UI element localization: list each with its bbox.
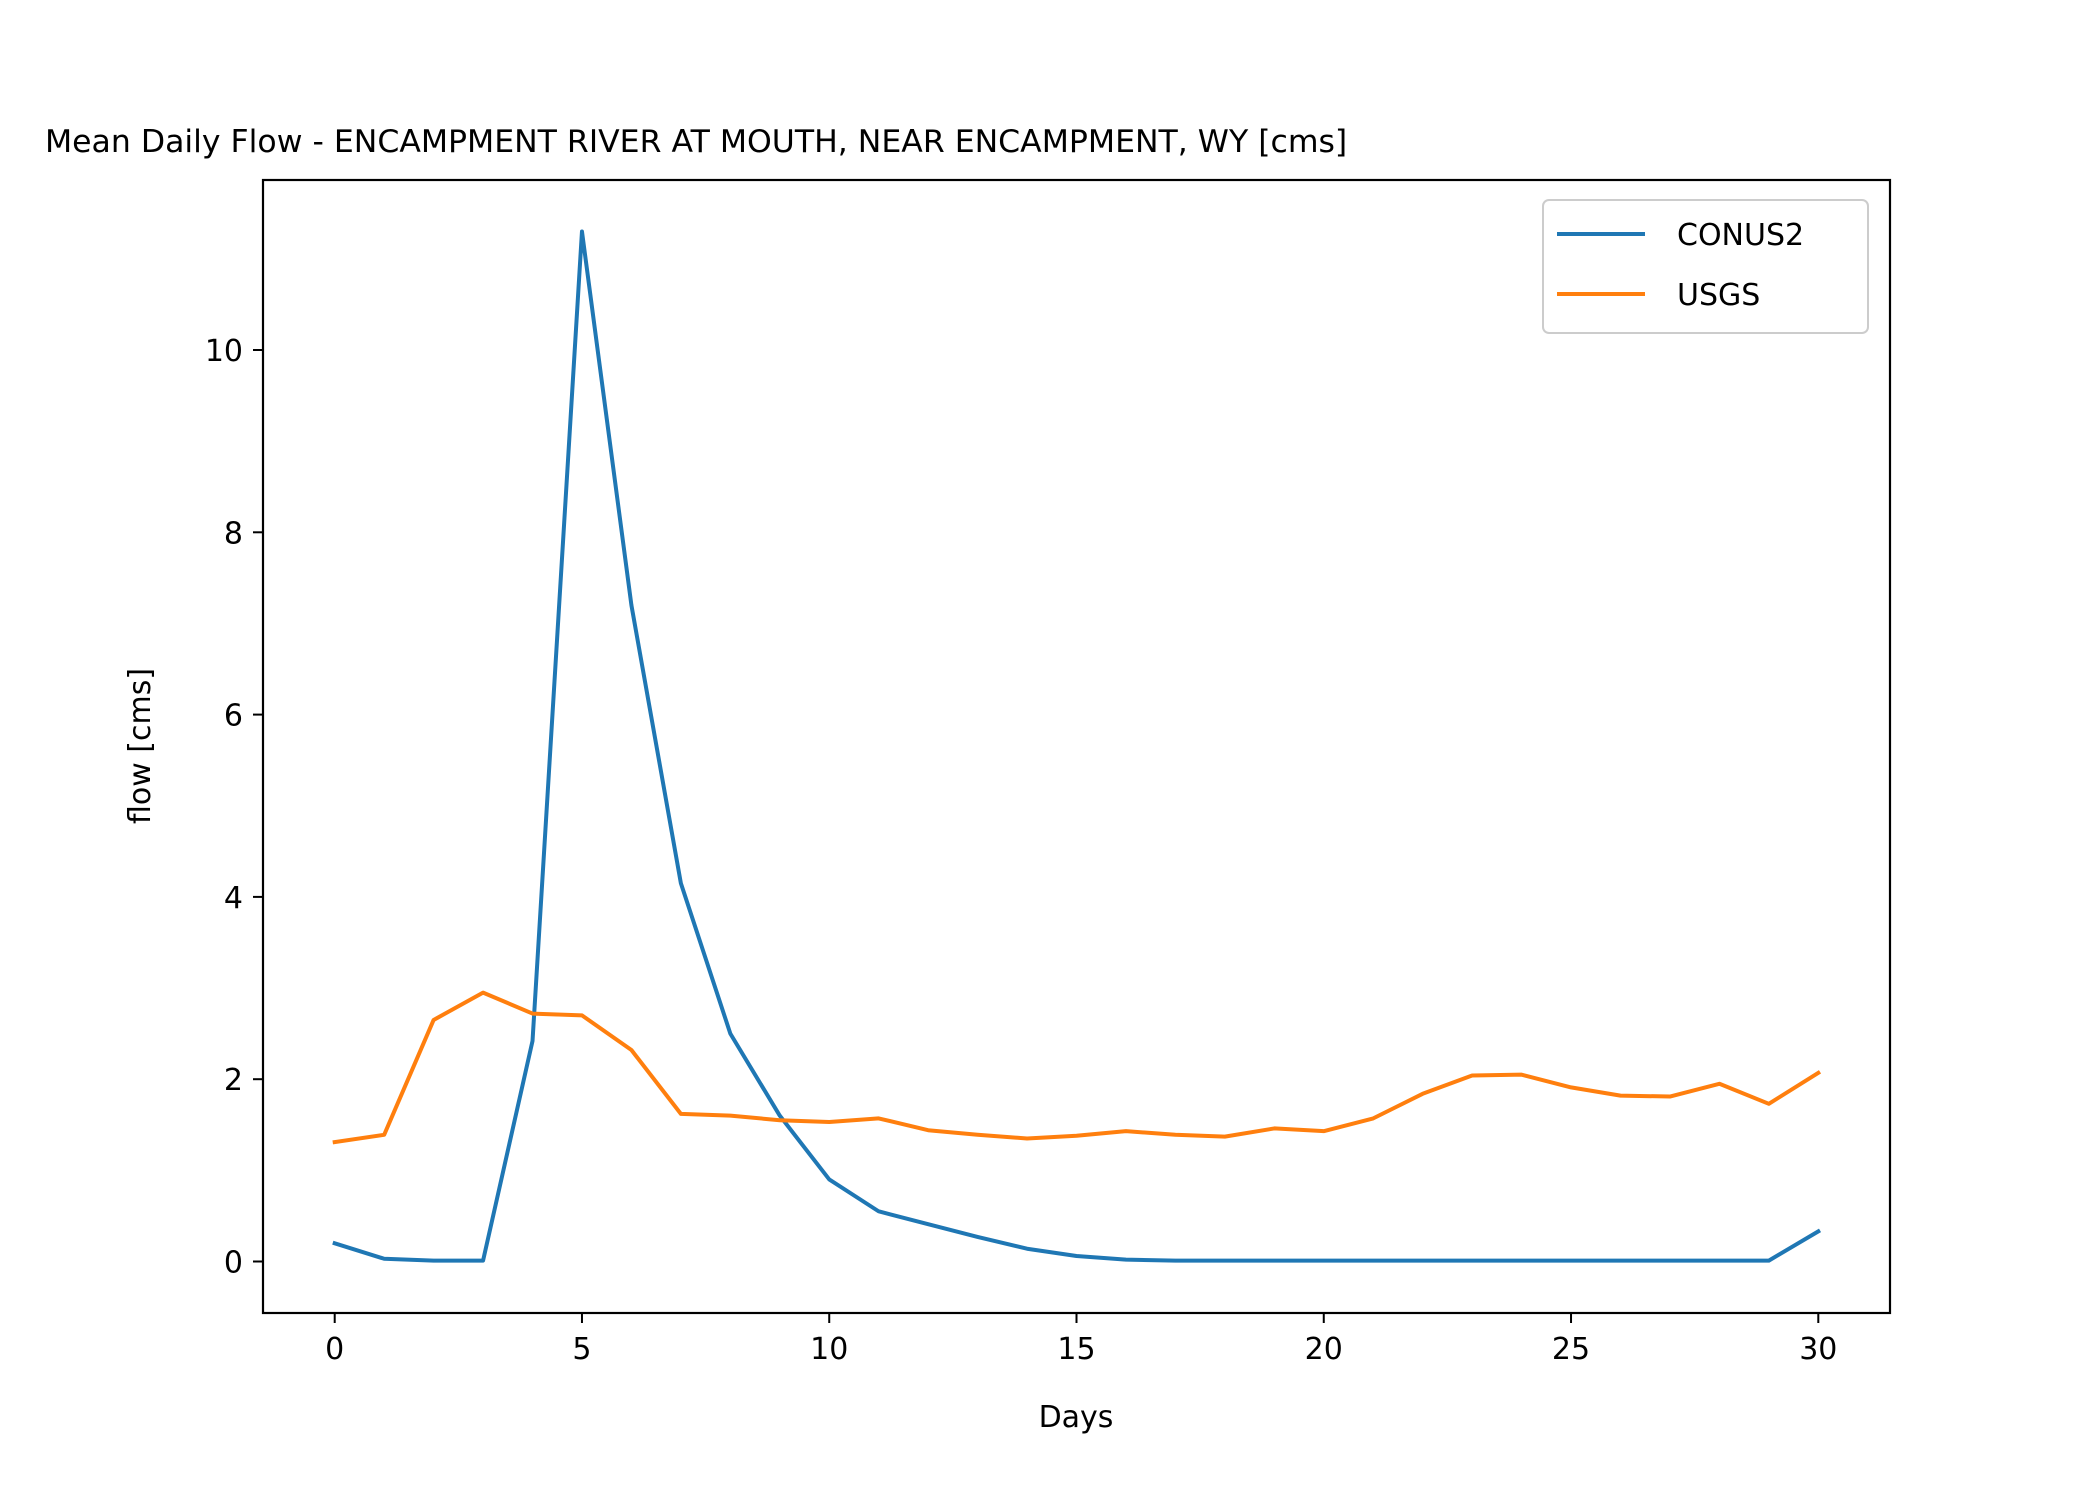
legend-label-conus2: CONUS2 xyxy=(1677,218,1804,253)
plot-area xyxy=(332,229,1822,1263)
x-tick-label: 20 xyxy=(1305,1332,1343,1367)
x-tick-label: 25 xyxy=(1552,1332,1590,1367)
legend-label-usgs: USGS xyxy=(1677,278,1760,313)
y-tick-label: 10 xyxy=(205,334,243,369)
series-line-usgs xyxy=(332,990,1822,1145)
x-tick-label: 30 xyxy=(1799,1332,1837,1367)
x-axis-label: Days xyxy=(1039,1400,1114,1435)
x-tick-label: 0 xyxy=(325,1332,344,1367)
x-axis: 0 5 10 15 20 25 30 xyxy=(325,1313,1837,1367)
y-tick-label: 2 xyxy=(224,1063,243,1098)
y-tick-label: 4 xyxy=(224,881,243,916)
x-tick-label: 15 xyxy=(1057,1332,1095,1367)
x-tick-label: 10 xyxy=(810,1332,848,1367)
series-line-conus2 xyxy=(332,229,1822,1263)
y-axis-label: flow [cms] xyxy=(123,668,158,824)
y-axis: 0 2 4 6 8 10 xyxy=(205,334,263,1281)
chart-title: Mean Daily Flow - ENCAMPMENT RIVER AT MO… xyxy=(45,124,1347,160)
x-tick-label: 5 xyxy=(572,1332,591,1367)
y-tick-label: 0 xyxy=(224,1246,243,1281)
y-tick-label: 8 xyxy=(224,516,243,551)
y-tick-label: 6 xyxy=(224,699,243,734)
legend: CONUS2 USGS xyxy=(1542,199,1869,334)
